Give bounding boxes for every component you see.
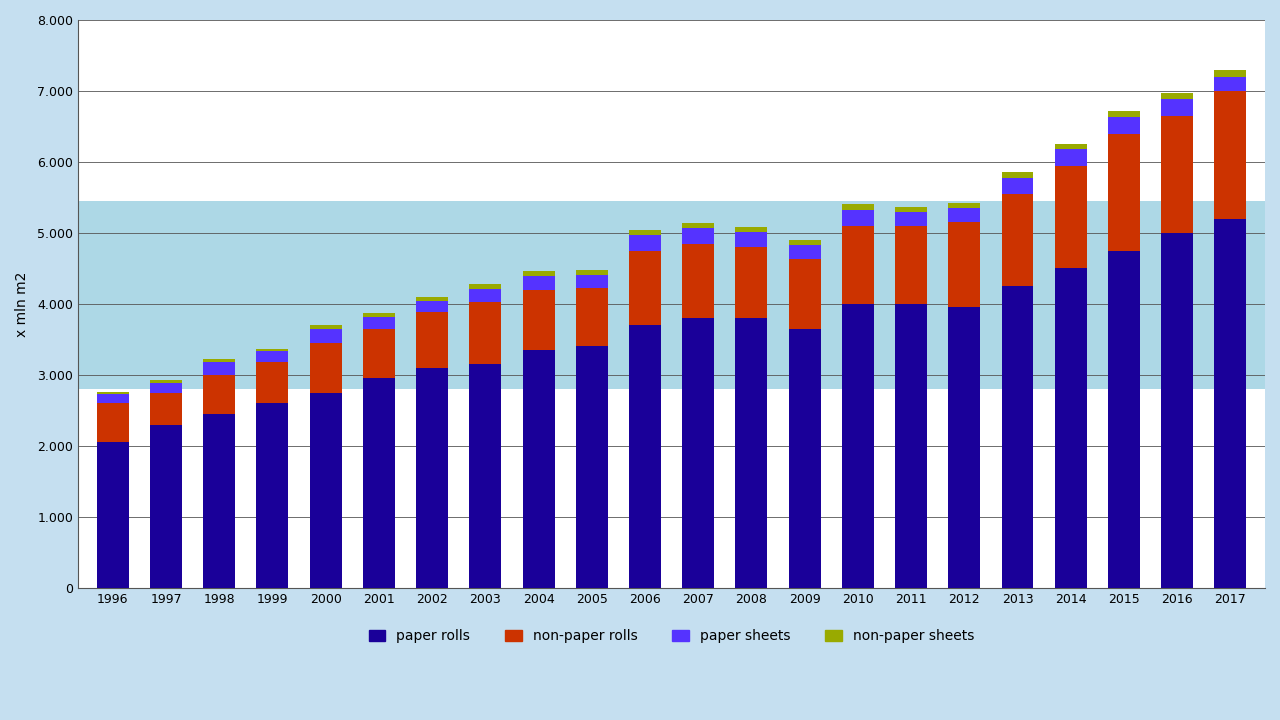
Bar: [204, 359, 236, 362]
Bar: [788, 259, 820, 329]
Bar: [1161, 93, 1193, 99]
Bar: [522, 289, 554, 350]
Bar: [256, 351, 288, 362]
Bar: [310, 343, 342, 392]
Bar: [628, 251, 660, 325]
Bar: [895, 226, 927, 304]
Bar: [310, 325, 342, 329]
Bar: [1161, 99, 1193, 116]
Bar: [1215, 91, 1247, 219]
Bar: [416, 368, 448, 588]
Bar: [895, 304, 927, 588]
Bar: [1215, 77, 1247, 91]
Bar: [1215, 71, 1247, 77]
Bar: [1108, 251, 1140, 588]
Bar: [842, 226, 874, 304]
Bar: [470, 302, 502, 364]
Bar: [628, 235, 660, 251]
Bar: [416, 301, 448, 312]
Bar: [895, 212, 927, 226]
Bar: [204, 362, 236, 375]
Bar: [1055, 149, 1087, 166]
Bar: [364, 313, 394, 318]
Bar: [416, 312, 448, 368]
Bar: [682, 228, 714, 243]
Bar: [788, 240, 820, 245]
Bar: [895, 207, 927, 212]
Bar: [1001, 178, 1033, 194]
Bar: [1108, 117, 1140, 134]
Bar: [948, 204, 980, 208]
Bar: [522, 276, 554, 289]
Bar: [1108, 111, 1140, 117]
Bar: [470, 364, 502, 588]
Bar: [78, 201, 1265, 389]
Bar: [1001, 194, 1033, 286]
Bar: [204, 375, 236, 414]
Bar: [364, 329, 394, 379]
Bar: [682, 318, 714, 588]
Bar: [97, 394, 129, 403]
Bar: [788, 329, 820, 588]
Bar: [576, 287, 608, 346]
Y-axis label: x mln m2: x mln m2: [15, 271, 29, 336]
Bar: [628, 230, 660, 235]
Bar: [682, 243, 714, 318]
Bar: [842, 304, 874, 588]
Bar: [97, 403, 129, 442]
Bar: [628, 325, 660, 588]
Bar: [97, 392, 129, 394]
Bar: [256, 362, 288, 403]
Bar: [1161, 233, 1193, 588]
Bar: [1055, 269, 1087, 588]
Bar: [1055, 166, 1087, 269]
Bar: [364, 379, 394, 588]
Bar: [842, 204, 874, 210]
Bar: [1215, 219, 1247, 588]
Bar: [150, 380, 182, 383]
Bar: [736, 318, 768, 588]
Bar: [364, 318, 394, 329]
Legend: paper rolls, non-paper rolls, paper sheets, non-paper sheets: paper rolls, non-paper rolls, paper shee…: [364, 624, 980, 649]
Bar: [736, 247, 768, 318]
Bar: [736, 227, 768, 233]
Bar: [522, 350, 554, 588]
Bar: [256, 403, 288, 588]
Bar: [788, 245, 820, 259]
Bar: [1055, 143, 1087, 149]
Bar: [470, 289, 502, 302]
Bar: [522, 271, 554, 276]
Bar: [576, 275, 608, 287]
Bar: [948, 208, 980, 222]
Bar: [310, 329, 342, 343]
Bar: [576, 270, 608, 275]
Bar: [150, 392, 182, 425]
Bar: [204, 414, 236, 588]
Bar: [150, 425, 182, 588]
Bar: [1001, 172, 1033, 178]
Bar: [416, 297, 448, 301]
Bar: [1001, 286, 1033, 588]
Bar: [150, 383, 182, 392]
Bar: [97, 442, 129, 588]
Bar: [576, 346, 608, 588]
Bar: [1108, 134, 1140, 251]
Bar: [948, 307, 980, 588]
Bar: [948, 222, 980, 307]
Bar: [842, 210, 874, 226]
Bar: [1161, 116, 1193, 233]
Bar: [256, 348, 288, 351]
Bar: [736, 233, 768, 247]
Bar: [310, 392, 342, 588]
Bar: [470, 284, 502, 289]
Bar: [682, 222, 714, 228]
